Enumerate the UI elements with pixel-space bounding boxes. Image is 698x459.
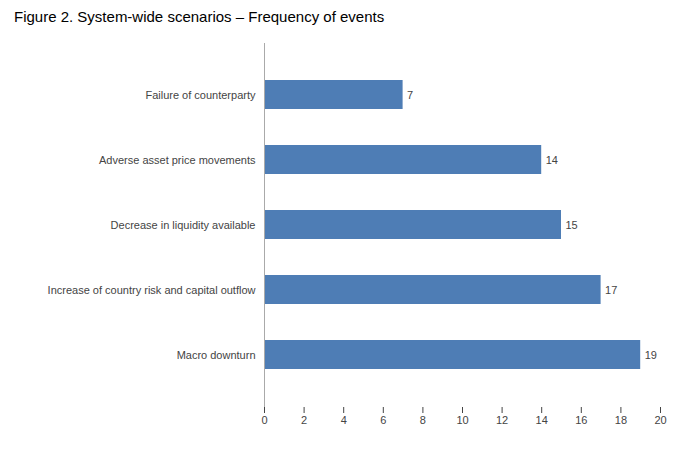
svg-text:7: 7 bbox=[407, 89, 413, 101]
svg-text:0: 0 bbox=[261, 414, 267, 426]
svg-text:19: 19 bbox=[645, 349, 657, 361]
svg-text:Increase of country risk and c: Increase of country risk and capital out… bbox=[48, 284, 256, 296]
svg-text:12: 12 bbox=[496, 414, 508, 426]
svg-text:Adverse asset price movements: Adverse asset price movements bbox=[99, 154, 256, 166]
svg-text:8: 8 bbox=[420, 414, 426, 426]
svg-text:20: 20 bbox=[654, 414, 666, 426]
svg-text:Macro downturn: Macro downturn bbox=[177, 349, 256, 361]
svg-text:Decrease in liquidity availabl: Decrease in liquidity available bbox=[111, 219, 256, 231]
svg-text:14: 14 bbox=[546, 154, 558, 166]
svg-text:6: 6 bbox=[380, 414, 386, 426]
svg-text:10: 10 bbox=[456, 414, 468, 426]
svg-text:4: 4 bbox=[341, 414, 347, 426]
svg-text:2: 2 bbox=[301, 414, 307, 426]
svg-text:Failure of counterparty: Failure of counterparty bbox=[145, 89, 256, 101]
html-text:Figure 2. System-wide scenario: Figure 2. System-wide scenarios – Freque… bbox=[14, 8, 385, 25]
svg-text:15: 15 bbox=[566, 219, 578, 231]
svg-text:14: 14 bbox=[536, 414, 548, 426]
svg-text:16: 16 bbox=[575, 414, 587, 426]
svg-text:18: 18 bbox=[615, 414, 627, 426]
svg-text:17: 17 bbox=[605, 284, 617, 296]
